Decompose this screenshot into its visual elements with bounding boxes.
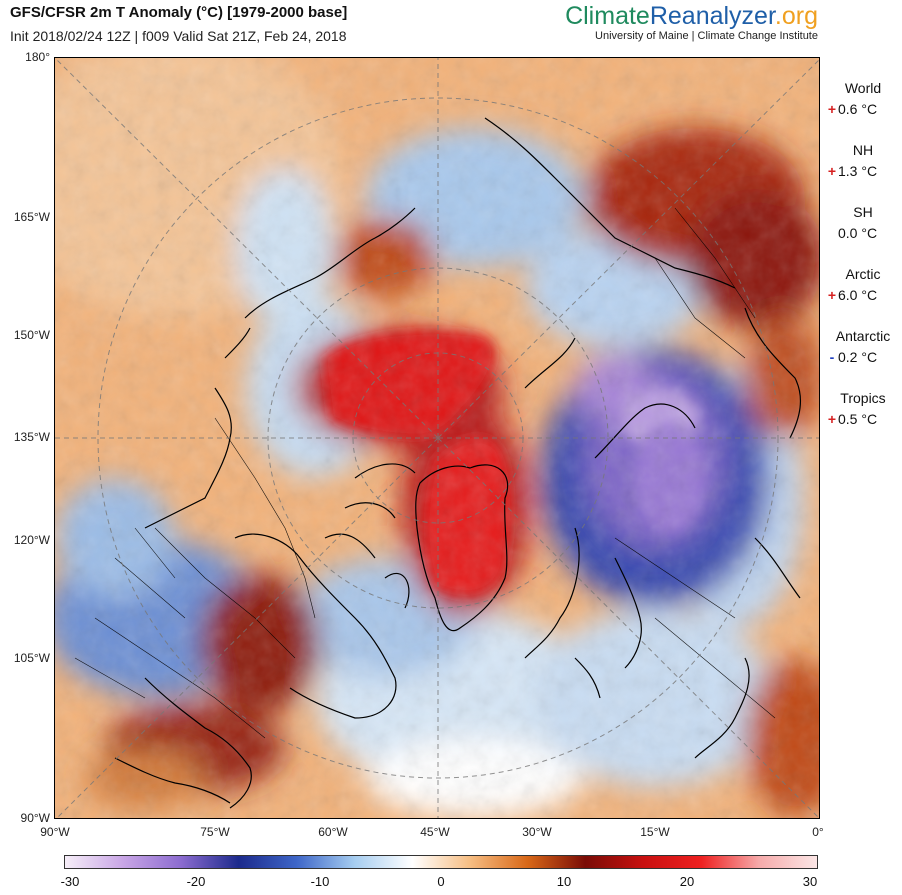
brand-part-reanalyzer: Reanalyzer <box>649 2 775 30</box>
chart-subtitle: Init 2018/02/24 12Z | f009 Valid Sat 21Z… <box>10 28 347 44</box>
lat-label-1: 180° <box>25 50 50 64</box>
colorbar <box>64 855 818 869</box>
region-stats: World +0.6 °C NH +1.3 °C SH 0.0 °C Arctic +6.0 … <box>826 80 900 452</box>
stat-value: 0.6 °C <box>838 101 878 117</box>
stat-name: Antarctic <box>835 328 891 344</box>
lon-label-5: 30°W <box>522 825 552 839</box>
stat-antarctic: Antarctic -0.2 °C <box>826 328 900 390</box>
lon-label-2: 75°W <box>200 825 230 839</box>
stat-name: Arctic <box>845 266 881 282</box>
stat-value: 1.3 °C <box>838 163 878 179</box>
stat-sign: + <box>827 163 837 179</box>
lon-label-4: 45°W <box>420 825 450 839</box>
lon-label-6: 15°W <box>640 825 670 839</box>
stat-sign: - <box>829 349 835 365</box>
political-borders <box>74 207 776 739</box>
lat-label-2: 165°W <box>13 210 50 224</box>
lon-label-3: 60°W <box>318 825 348 839</box>
stat-value: 0.5 °C <box>838 411 878 427</box>
stat-nh: NH +1.3 °C <box>826 142 900 204</box>
graticule <box>55 58 819 818</box>
map-canvas <box>55 58 819 818</box>
stat-name: World <box>844 80 882 96</box>
colorbar-label-1: -30 <box>60 874 80 889</box>
stat-value: 0.2 °C <box>838 349 878 365</box>
colorbar-label-2: -20 <box>186 874 206 889</box>
lat-label-4: 135°W <box>13 430 50 444</box>
lat-label-6: 105°W <box>13 651 50 665</box>
brand-part-org: .org <box>774 2 818 30</box>
stat-sign: + <box>827 101 837 117</box>
stat-arctic: Arctic +6.0 °C <box>826 266 900 328</box>
colorbar-label-3: -10 <box>310 874 330 889</box>
lat-label-7: 90°W <box>20 811 50 825</box>
colorbar-label-5: 10 <box>556 874 572 889</box>
stat-sign: + <box>827 411 837 427</box>
brand-subtitle: University of Maine | Climate Change Ins… <box>595 30 818 42</box>
stat-value: 6.0 °C <box>838 287 878 303</box>
chart-title: GFS/CFSR 2m T Anomaly (°C) [1979-2000 ba… <box>10 4 348 21</box>
colorbar-label-7: 30 <box>802 874 818 889</box>
brand-part-climate: Climate <box>565 2 650 30</box>
stat-world: World +0.6 °C <box>826 80 900 142</box>
colorbar-label-6: 20 <box>679 874 695 889</box>
stat-sign: + <box>827 287 837 303</box>
stat-name: Tropics <box>840 390 886 406</box>
colorbar-label-4: 0 <box>437 874 445 889</box>
stat-tropics: Tropics +0.5 °C <box>826 390 900 452</box>
lat-label-3: 150°W <box>13 328 50 342</box>
anomaly-map <box>54 57 820 819</box>
stat-sh: SH 0.0 °C <box>826 204 900 266</box>
coastlines <box>114 117 801 809</box>
stat-name: NH <box>852 142 874 158</box>
lat-label-5: 120°W <box>13 533 50 547</box>
lon-label-7: 0° <box>812 825 824 839</box>
lon-label-1: 90°W <box>40 825 70 839</box>
stat-value: 0.0 °C <box>838 225 878 241</box>
stat-name: SH <box>853 204 873 220</box>
brand-logo[interactable]: ClimateReanalyzer.org University of Main… <box>565 2 818 42</box>
